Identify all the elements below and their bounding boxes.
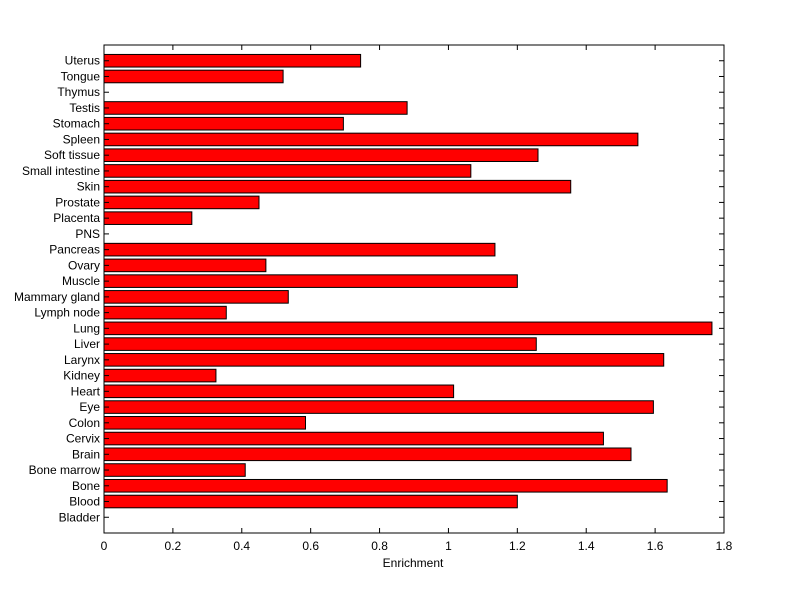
x-tick-label: 1.2 [509, 539, 526, 553]
bar-bone-marrow [103, 463, 246, 477]
y-tick-label: Bladder [59, 510, 100, 524]
y-tick-label: Stomach [53, 117, 100, 131]
x-tick-label: 0.4 [233, 539, 250, 553]
bar-liver [103, 337, 537, 351]
x-axis-labels: 0 0.2 0.4 0.6 0.8 1 1.2 1.4 1.6 1.8 [101, 539, 733, 553]
y-tick-label: Thymus [57, 85, 100, 99]
bar-soft-tissue [103, 148, 539, 162]
x-tick-label: 0.6 [302, 539, 319, 553]
y-tick-label: Spleen [63, 132, 100, 146]
y-tick-label: Mammary gland [14, 290, 100, 304]
y-tick-label: Eye [79, 400, 100, 414]
bar-uterus [103, 53, 362, 68]
bar-eye [103, 400, 654, 414]
bar-placenta [103, 211, 193, 225]
y-tick-label: Pancreas [49, 243, 100, 257]
bar-stomach [103, 116, 344, 131]
plot-frame [103, 44, 725, 534]
y-tick-label: Kidney [63, 369, 100, 383]
bar-heart [103, 384, 455, 399]
y-tick-label: Prostate [55, 195, 100, 209]
bar-testis [103, 101, 408, 115]
y-tick-label: Soft tissue [44, 148, 100, 162]
y-tick-label: Heart [71, 384, 101, 398]
bar-muscle [103, 274, 518, 288]
x-tick-label: 1.6 [647, 539, 664, 553]
y-tick-label: Liver [74, 337, 100, 351]
bar-tongue [103, 69, 284, 84]
bar-mammary-gland [103, 290, 289, 304]
bar-brain [103, 447, 632, 462]
bar-spleen [103, 132, 639, 147]
y-tick-label: Cervix [66, 432, 100, 446]
y-tick-label: Blood [69, 495, 100, 509]
y-tick-label: Colon [69, 416, 100, 430]
x-tick-label: 1 [445, 539, 452, 553]
y-tick-label: Small intestine [22, 164, 100, 178]
bar-ovary [103, 258, 267, 273]
bar-lymph-node [103, 305, 227, 320]
bar-blood [103, 494, 518, 509]
bar-lung [103, 321, 713, 336]
x-tick-label: 0 [101, 539, 108, 553]
y-tick-label: Testis [69, 101, 100, 115]
y-tick-label: Ovary [68, 258, 100, 272]
y-tick-label: Skin [77, 180, 100, 194]
bar-pancreas [103, 242, 496, 257]
y-tick-label: Placenta [53, 211, 100, 225]
bar-small-intestine [103, 164, 472, 178]
bar-kidney [103, 368, 217, 383]
x-tick-label: 0.2 [165, 539, 182, 553]
y-tick-label: Muscle [62, 274, 100, 288]
bar-bone [103, 478, 668, 493]
x-tick-label: 0.8 [371, 539, 388, 553]
plot-area [103, 44, 725, 534]
y-tick-label: Bone [72, 479, 100, 493]
y-tick-label: PNS [75, 227, 100, 241]
x-axis-title: Enrichment [383, 556, 444, 570]
bar-cervix [103, 431, 604, 446]
y-tick-label: Brain [72, 447, 100, 461]
y-tick-label: Lymph node [34, 306, 100, 320]
y-tick-label: Larynx [64, 353, 100, 367]
y-tick-label: Tongue [61, 69, 101, 83]
bar-skin [103, 179, 572, 194]
bar-prostate [103, 195, 260, 210]
x-tick-label: 1.4 [578, 539, 595, 553]
y-tick-label: Uterus [65, 54, 100, 68]
bar-colon [103, 416, 306, 430]
x-tick-label: 1.8 [716, 539, 733, 553]
y-tick-label: Bone marrow [29, 463, 101, 477]
y-tick-label: Lung [73, 321, 100, 335]
bar-larynx [103, 353, 665, 367]
y-ticks [104, 60, 724, 518]
